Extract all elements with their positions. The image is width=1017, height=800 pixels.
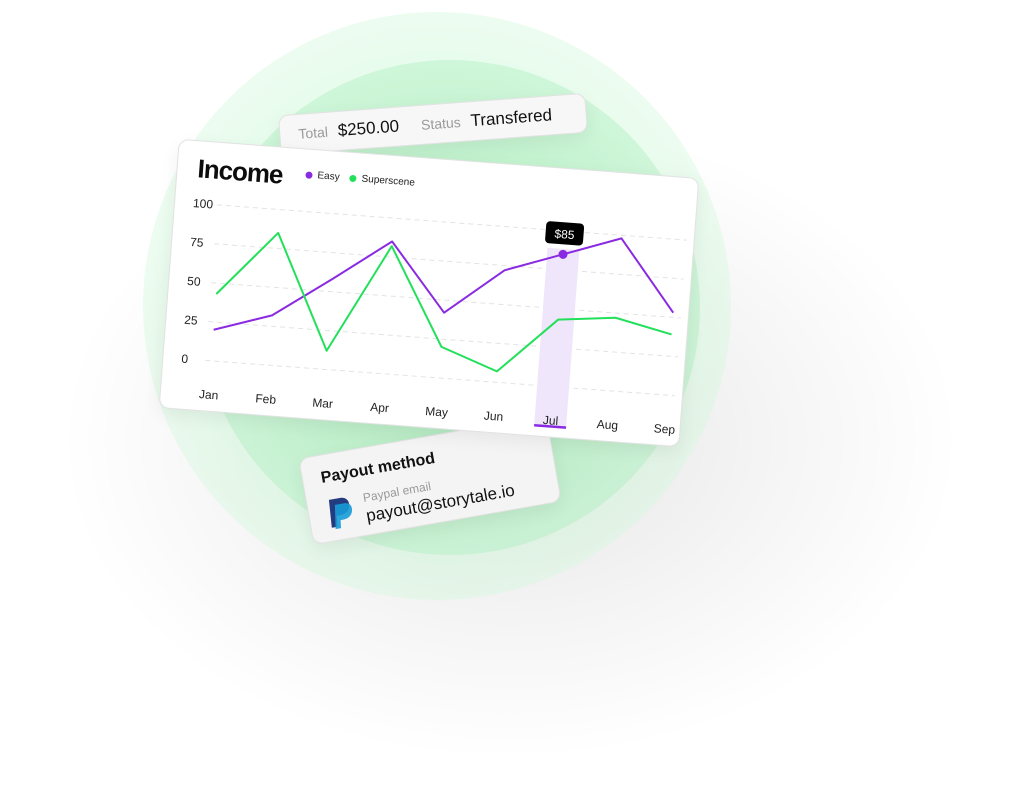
paypal-icon: [328, 497, 353, 530]
x-tick-label: Jan: [199, 387, 219, 402]
y-tick-label: 100: [193, 196, 214, 211]
highlight-underline: [534, 424, 567, 429]
x-tick-label: Jun: [483, 408, 503, 423]
income-chart-card: Income Easy Superscene 0 25 50 75 100 $85 Jan F…: [158, 138, 700, 448]
gridline: [216, 204, 687, 241]
status-value: Transfered: [469, 105, 553, 131]
gridline: [214, 243, 684, 280]
series-line-superscene: [215, 231, 672, 373]
payout-method-card[interactable]: Payout method Paypal email payout@storyt…: [298, 414, 562, 546]
x-tick-label: May: [425, 404, 449, 420]
x-tick-label: Aug: [596, 417, 618, 433]
tooltip-label: $85: [554, 227, 575, 242]
x-tick-label: Apr: [370, 400, 390, 415]
highlight-point: [558, 249, 568, 259]
status-label: Status: [420, 113, 462, 133]
series-line-easy: [213, 237, 675, 331]
income-line-chart: 0 25 50 75 100 $85 Jan Feb Mar Apr May Jun Jul Aug Sep: [181, 196, 687, 437]
y-tick-label: 75: [190, 235, 205, 250]
total-label: Total: [297, 123, 329, 142]
y-tick-label: 0: [181, 352, 189, 366]
gridline: [208, 321, 678, 358]
x-tick-label: Sep: [653, 421, 676, 437]
gridline: [211, 282, 681, 319]
y-tick-label: 25: [184, 313, 199, 328]
gridline: [205, 359, 676, 397]
y-tick-label: 50: [187, 274, 202, 289]
tooltip-box: [545, 221, 585, 246]
highlight-band: [534, 247, 580, 428]
x-tick-label: Jul: [542, 413, 558, 428]
total-value: $250.00: [337, 116, 400, 140]
x-tick-label: Feb: [255, 391, 277, 407]
x-tick-label: Mar: [312, 396, 334, 412]
